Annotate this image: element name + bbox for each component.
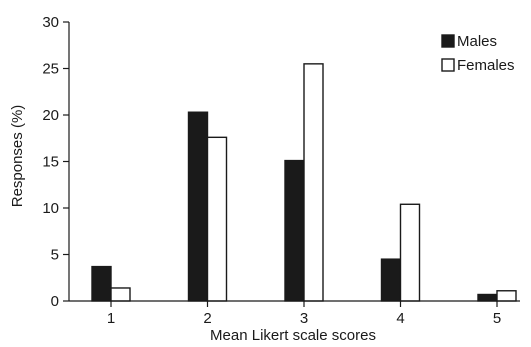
y-tick-label: 5	[51, 247, 59, 264]
bar-males-2	[187, 111, 209, 302]
bar-males-3	[284, 159, 305, 302]
bar-females-2	[206, 136, 228, 302]
legend-label-females: Females	[457, 57, 515, 74]
y-tick-label: 10	[42, 200, 59, 217]
y-tick-label: 20	[42, 107, 59, 124]
y-tick-label: 0	[51, 293, 59, 310]
x-tick-label: 1	[107, 310, 115, 327]
x-tick-label: 2	[203, 310, 211, 327]
x-tick-label: 5	[493, 310, 501, 327]
bar-males-4	[380, 258, 402, 302]
bar-females-3	[303, 63, 324, 302]
bar-females-1	[110, 287, 131, 302]
bar-males-5	[477, 293, 498, 302]
legend-swatch-males	[441, 34, 455, 48]
legend-swatch-females	[441, 58, 455, 72]
bar-males-1	[91, 265, 112, 302]
legend-label-males: Males	[457, 33, 497, 50]
bar-females-5	[496, 290, 517, 302]
legend: Males Females	[441, 33, 515, 74]
x-axis-title: Mean Likert scale scores	[210, 327, 376, 344]
x-tick-label: 4	[396, 310, 404, 327]
y-axis-title: Responses (%)	[9, 105, 26, 208]
y-tick-label: 15	[42, 154, 59, 171]
bar-females-4	[399, 203, 421, 302]
x-tick-label: 3	[300, 310, 308, 327]
y-tick-label: 30	[42, 14, 59, 31]
y-tick-label: 25	[42, 61, 59, 78]
